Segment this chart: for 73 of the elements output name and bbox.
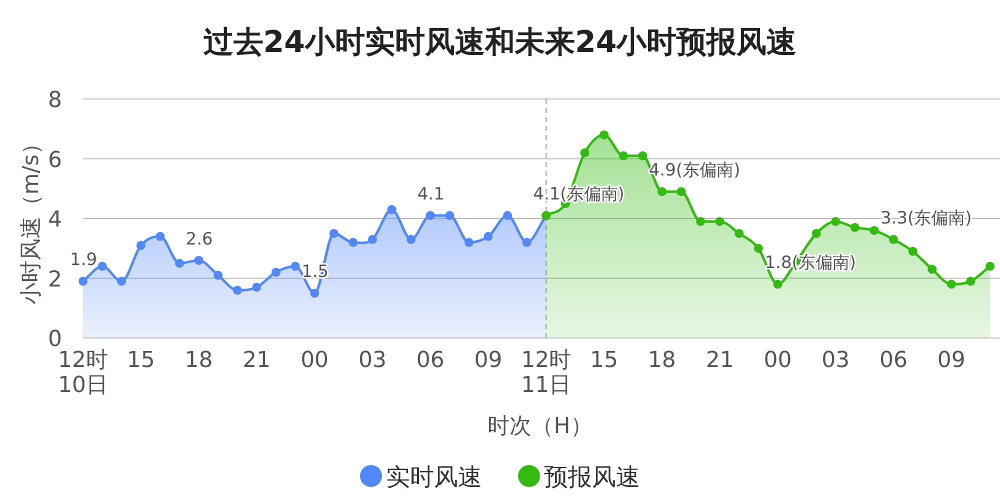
point xyxy=(986,262,994,271)
x-tick-label: 18 xyxy=(184,348,213,373)
point xyxy=(754,244,763,253)
point xyxy=(406,234,416,244)
point xyxy=(928,264,937,274)
point xyxy=(812,228,821,238)
y-tick-label: 6 xyxy=(48,148,62,173)
legend-label: 实时风速 xyxy=(386,463,482,491)
x-axis-title: 时次（H） xyxy=(488,414,592,439)
point xyxy=(329,228,338,238)
x-tick-label: 00 xyxy=(764,348,792,373)
point xyxy=(117,276,126,286)
point xyxy=(870,226,879,235)
point xyxy=(464,238,474,247)
x-tick-label: 09 xyxy=(474,348,502,373)
point xyxy=(484,232,493,241)
point xyxy=(889,234,898,244)
data-label: 3.3(东偏南) xyxy=(880,208,972,228)
point xyxy=(174,258,184,268)
point xyxy=(232,286,242,295)
point xyxy=(78,276,88,286)
y-axis-title: 小时风速（m/s） xyxy=(19,132,44,305)
x-tick-label: 00 xyxy=(300,348,329,373)
x-tick-label: 21 xyxy=(706,348,734,373)
point xyxy=(638,151,648,160)
point xyxy=(348,238,358,247)
point xyxy=(503,211,512,220)
point xyxy=(773,280,782,289)
x-tick-label: 03 xyxy=(358,348,386,373)
point xyxy=(618,151,628,160)
x-tick-label: 15 xyxy=(126,348,155,373)
x-tick-label: 12时 11日 xyxy=(521,348,572,398)
chart-title: 过去24小时实时风速和未来24小时预报风速 xyxy=(203,25,797,60)
point xyxy=(676,187,686,196)
legend-label: 预报风速 xyxy=(544,463,640,491)
point xyxy=(715,216,724,226)
point xyxy=(908,246,918,256)
point xyxy=(156,232,165,241)
point xyxy=(657,187,666,196)
point xyxy=(368,234,377,244)
point xyxy=(850,222,860,232)
point xyxy=(98,262,107,271)
point xyxy=(252,282,262,292)
point xyxy=(831,216,840,226)
point xyxy=(966,276,976,286)
point xyxy=(522,238,532,247)
point xyxy=(310,288,320,298)
x-tick-label: 03 xyxy=(822,348,850,373)
point xyxy=(696,216,706,226)
x-tick-label: 06 xyxy=(416,348,444,373)
data-label: 4.1 xyxy=(417,184,444,205)
y-tick-label: 2 xyxy=(48,267,62,292)
point xyxy=(580,148,590,158)
x-tick-label: 18 xyxy=(648,348,676,373)
point xyxy=(214,270,223,280)
point xyxy=(445,211,454,220)
point xyxy=(136,240,146,250)
x-tick-label: 06 xyxy=(880,348,908,373)
point xyxy=(734,228,744,238)
x-tick-label: 09 xyxy=(937,348,966,373)
point xyxy=(290,262,300,271)
point xyxy=(271,268,280,277)
data-label: 1.9 xyxy=(70,250,98,270)
x-tick-label: 21 xyxy=(242,348,271,373)
data-label: 2.6 xyxy=(186,229,213,250)
y-tick-label: 8 xyxy=(48,88,62,113)
point xyxy=(194,256,204,265)
point xyxy=(600,130,609,140)
point xyxy=(946,280,956,289)
y-tick-label: 4 xyxy=(48,208,62,232)
point xyxy=(426,211,435,220)
point xyxy=(387,205,396,214)
x-tick-label: 15 xyxy=(590,348,618,373)
